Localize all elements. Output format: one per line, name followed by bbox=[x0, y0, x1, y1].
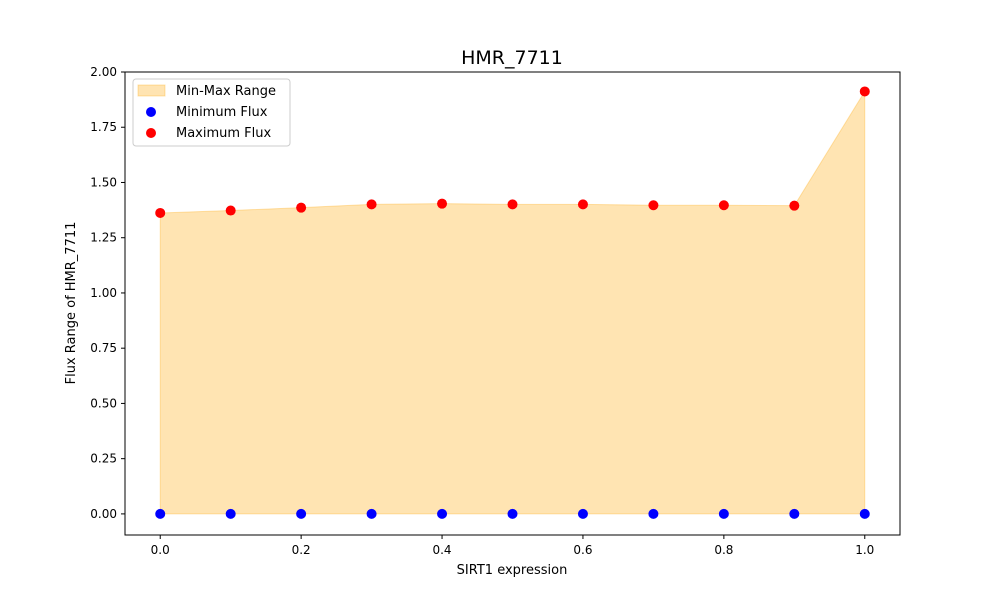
min-flux-point bbox=[155, 508, 166, 519]
min-flux-point bbox=[718, 508, 729, 519]
legend-label-range: Min-Max Range bbox=[176, 84, 276, 99]
y-tick-label: 0.00 bbox=[90, 507, 117, 521]
legend-swatch-range bbox=[137, 84, 166, 97]
x-tick-label: 0.2 bbox=[292, 543, 311, 557]
y-tick-label: 1.50 bbox=[90, 175, 117, 189]
y-tick-label: 1.25 bbox=[90, 231, 117, 245]
min-flux-point bbox=[507, 508, 518, 519]
max-flux-point bbox=[859, 86, 870, 97]
x-tick-label: 0.6 bbox=[573, 543, 592, 557]
y-tick-label: 2.00 bbox=[90, 65, 117, 79]
min-max-range-area bbox=[159, 89, 866, 515]
y-axis: 0.00 0.25 0.50 0.75 1.00 1.25 1.50 1.75 2.00 bbox=[90, 65, 125, 521]
min-flux-point bbox=[225, 508, 236, 519]
legend: Min-Max Range Minimum Flux Maximum Flux bbox=[132, 78, 291, 147]
legend-label-max: Maximum Flux bbox=[176, 126, 272, 141]
min-flux-point bbox=[437, 508, 448, 519]
max-flux-point bbox=[718, 200, 729, 211]
legend-box bbox=[132, 78, 291, 147]
max-flux-point bbox=[155, 207, 166, 218]
max-flux-point bbox=[648, 200, 659, 211]
y-tick-label: 1.75 bbox=[90, 120, 117, 134]
y-axis-label: Flux Range of HMR_7711 bbox=[64, 222, 79, 385]
legend-label-min: Minimum Flux bbox=[176, 105, 268, 120]
max-flux-point bbox=[296, 202, 307, 213]
x-tick-label: 1.0 bbox=[855, 543, 874, 557]
x-tick-label: 0.4 bbox=[432, 543, 451, 557]
min-flux-point bbox=[789, 508, 800, 519]
legend-marker-min bbox=[146, 107, 156, 117]
max-flux-point bbox=[577, 199, 588, 210]
y-tick-label: 1.00 bbox=[90, 286, 117, 300]
x-tick-label: 0.0 bbox=[151, 543, 170, 557]
max-flux-point bbox=[789, 200, 800, 211]
y-tick-label: 0.50 bbox=[90, 396, 117, 410]
max-flux-point bbox=[437, 198, 448, 209]
max-flux-point bbox=[507, 199, 518, 210]
chart-title: HMR_7711 bbox=[461, 47, 563, 69]
min-flux-point bbox=[577, 508, 588, 519]
x-tick-label: 0.8 bbox=[714, 543, 733, 557]
min-flux-point bbox=[859, 508, 870, 519]
x-axis-label: SIRT1 expression bbox=[457, 563, 568, 578]
y-tick-label: 0.25 bbox=[90, 452, 117, 466]
x-axis: 0.0 0.2 0.4 0.6 0.8 1.0 bbox=[151, 535, 874, 557]
plot-frame bbox=[124, 71, 901, 536]
max-flux-point bbox=[366, 199, 377, 210]
min-flux-point bbox=[648, 508, 659, 519]
min-flux-point bbox=[296, 508, 307, 519]
legend-marker-max bbox=[146, 128, 156, 138]
min-flux-point bbox=[366, 508, 377, 519]
max-flux-point bbox=[225, 205, 236, 216]
y-tick-label: 0.75 bbox=[90, 341, 117, 355]
plot-area bbox=[155, 86, 870, 519]
